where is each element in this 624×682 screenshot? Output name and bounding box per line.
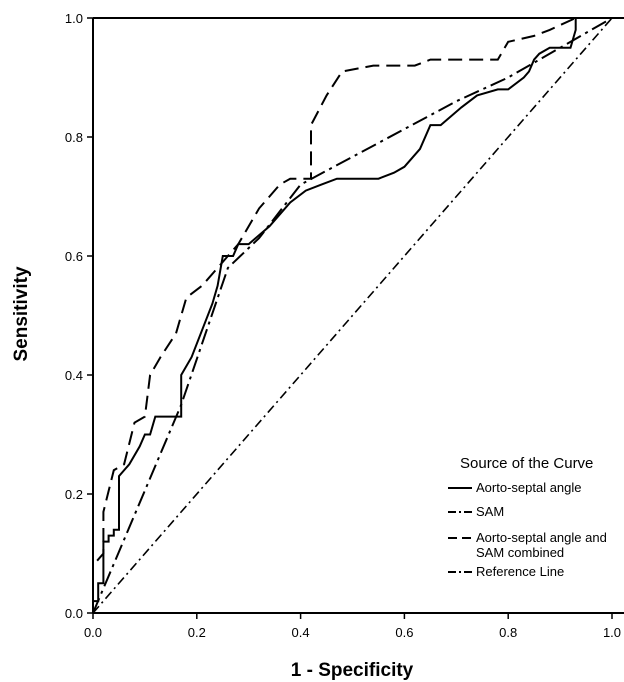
series-line-reference-line [92, 17, 613, 614]
y-tick-label: 1.0 [65, 11, 83, 26]
legend-label: SAM combined [476, 545, 564, 560]
series-layer [92, 17, 613, 614]
y-tick-label: 0.8 [65, 130, 83, 145]
y-tick-label: 0.0 [65, 606, 83, 621]
legend-label: Aorto-septal angle and [476, 530, 607, 545]
series-line-aorto-septal-angle-and-sam-combined [92, 17, 612, 602]
legend-title: Source of the Curve [460, 455, 593, 472]
series-line-sam [92, 17, 613, 614]
y-tick-label: 0.2 [65, 487, 83, 502]
legend: Source of the Curve Aorto-septal angle SA… [448, 455, 607, 579]
x-tick-label: 1.0 [603, 625, 621, 640]
legend-label: Aorto-septal angle [476, 480, 582, 495]
legend-label: SAM [476, 504, 504, 519]
x-tick-label: 0.4 [292, 625, 310, 640]
legend-label: Reference Line [476, 564, 564, 579]
x-tick-label: 0.8 [499, 625, 517, 640]
x-tick-label: 0.2 [188, 625, 206, 640]
y-tick-label: 0.4 [65, 368, 83, 383]
plot-frame [92, 17, 624, 614]
y-axis-title: Sensitivity [11, 266, 32, 361]
series-line-aorto-septal-angle [92, 17, 612, 613]
x-tick-label: 0.0 [84, 625, 102, 640]
x-axis-title: 1 - Specificity [291, 660, 414, 681]
x-tick-label: 0.6 [395, 625, 413, 640]
y-tick-label: 0.6 [65, 249, 83, 264]
ticks-layer: 0.0 0.2 0.4 0.6 0.8 1.0 0.0 0.2 0.4 0.6 0.8 1.0 [65, 11, 621, 640]
